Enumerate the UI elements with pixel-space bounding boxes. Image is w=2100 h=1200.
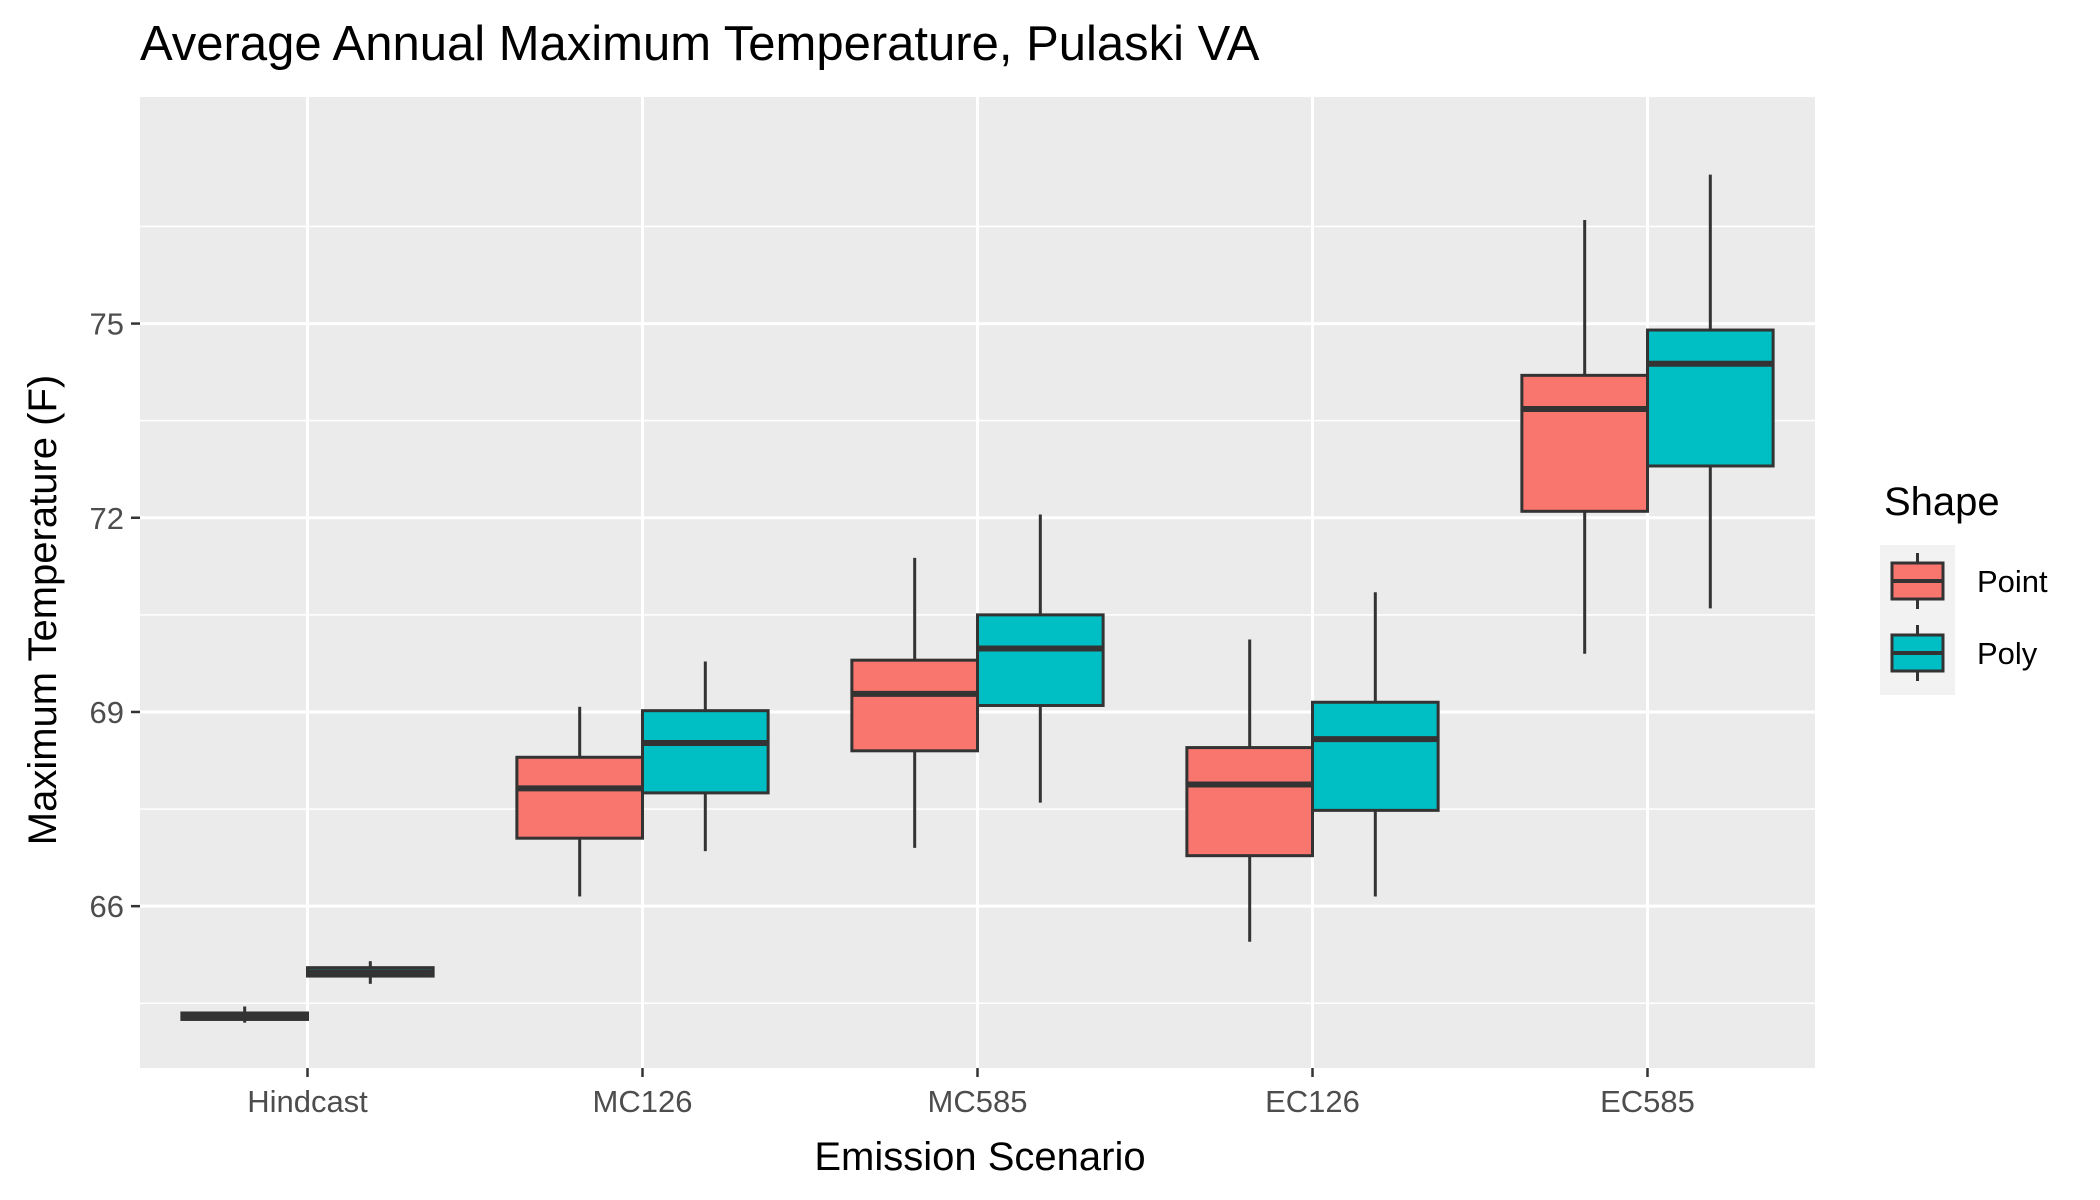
x-tick-label: MC585 xyxy=(928,1084,1028,1119)
box-body xyxy=(850,658,979,753)
y-tick-label: 69 xyxy=(90,695,124,730)
box-point-mc585 xyxy=(850,557,979,848)
plot-panel xyxy=(140,97,1815,1068)
box-body xyxy=(515,755,644,840)
box-poly-ec126 xyxy=(1311,592,1440,897)
legend-item-point: Point xyxy=(1890,553,2048,609)
legend: Shape Point Poly xyxy=(1880,480,2048,695)
y-axis-title: Maximum Temperature (F) xyxy=(21,375,65,845)
y-tick-label: 72 xyxy=(90,501,124,536)
box-body xyxy=(976,613,1105,707)
x-tick-label: MC126 xyxy=(593,1084,693,1119)
x-axis-title: Emission Scenario xyxy=(814,1135,1145,1179)
legend-label: Poly xyxy=(1977,636,2038,671)
box-point-mc126 xyxy=(515,706,644,897)
box-body xyxy=(1646,328,1775,468)
chart-title: Average Annual Maximum Temperature, Pula… xyxy=(140,17,1260,71)
box-poly-mc126 xyxy=(641,661,770,852)
x-axis: Hindcast MC126 MC585 EC126 EC585 xyxy=(247,1068,1695,1119)
legend-label: Point xyxy=(1977,564,2048,599)
box-body xyxy=(1185,746,1314,858)
box-body xyxy=(1520,373,1649,513)
x-tick-label: EC585 xyxy=(1600,1084,1695,1119)
box-poly-ec585 xyxy=(1646,174,1775,609)
y-tick-label: 66 xyxy=(90,889,124,924)
box-body xyxy=(641,709,770,795)
box-series xyxy=(180,174,1775,1023)
box-poly-mc585 xyxy=(976,514,1105,803)
box-point-hindcast xyxy=(180,1006,309,1023)
box-body xyxy=(1311,700,1440,812)
x-tick-label: Hindcast xyxy=(247,1084,368,1119)
box-poly-hindcast xyxy=(306,961,435,984)
legend-item-poly: Poly xyxy=(1890,625,2038,681)
box-point-ec585 xyxy=(1520,219,1649,654)
y-tick-label: 75 xyxy=(90,307,124,342)
legend-title: Shape xyxy=(1884,480,2000,524)
box-point-ec126 xyxy=(1185,639,1314,942)
x-tick-label: EC126 xyxy=(1265,1084,1360,1119)
y-axis: 66 69 72 75 xyxy=(90,307,140,924)
